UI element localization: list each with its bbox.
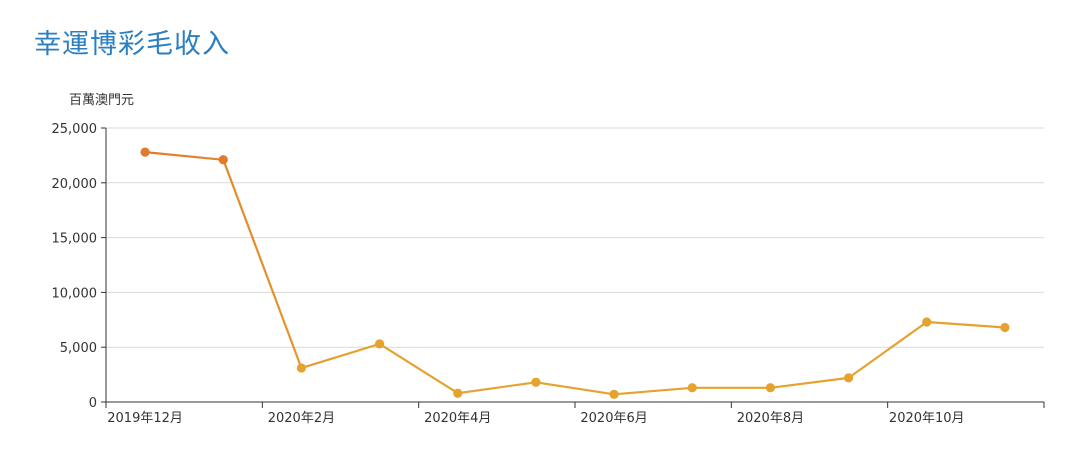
x-tick-label: 2020年2月	[268, 411, 335, 426]
y-axis-unit-label: 百萬澳門元	[69, 93, 135, 108]
y-tick-label: 15,000	[52, 232, 98, 247]
x-tick-label: 2020年6月	[580, 411, 647, 426]
y-tick-label: 10,000	[52, 286, 98, 301]
axes: 0 5,000 10,000 15,000 20,000 25,000 2019年12月 20…	[52, 122, 1045, 426]
data-point[interactable]	[531, 377, 541, 387]
grid-lines	[106, 127, 1044, 348]
x-tick-label: 2019年12月	[107, 411, 183, 426]
chart-title: 幸運博彩毛收入	[34, 29, 230, 60]
data-point[interactable]	[765, 383, 776, 393]
data-point[interactable]	[453, 388, 463, 398]
data-point[interactable]	[922, 317, 932, 327]
y-tick-label: 0	[89, 396, 97, 411]
x-tick-label: 2020年8月	[737, 411, 804, 426]
series-line	[144, 151, 1005, 396]
data-point[interactable]	[1000, 322, 1010, 333]
data-point[interactable]	[374, 339, 385, 349]
data-point[interactable]	[687, 383, 697, 393]
data-point[interactable]	[218, 155, 228, 165]
x-tick-label: 2020年4月	[424, 411, 491, 426]
series-line-layer	[144, 151, 1005, 396]
data-point[interactable]	[296, 363, 307, 373]
data-point[interactable]	[843, 373, 854, 383]
y-tick-label: 5,000	[60, 341, 97, 356]
data-points	[140, 147, 1010, 399]
data-point[interactable]	[140, 147, 150, 157]
y-tick-label: 20,000	[52, 177, 98, 192]
x-tick-label: 2020年10月	[889, 411, 965, 426]
y-tick-label: 25,000	[52, 122, 98, 137]
data-point[interactable]	[609, 389, 619, 399]
